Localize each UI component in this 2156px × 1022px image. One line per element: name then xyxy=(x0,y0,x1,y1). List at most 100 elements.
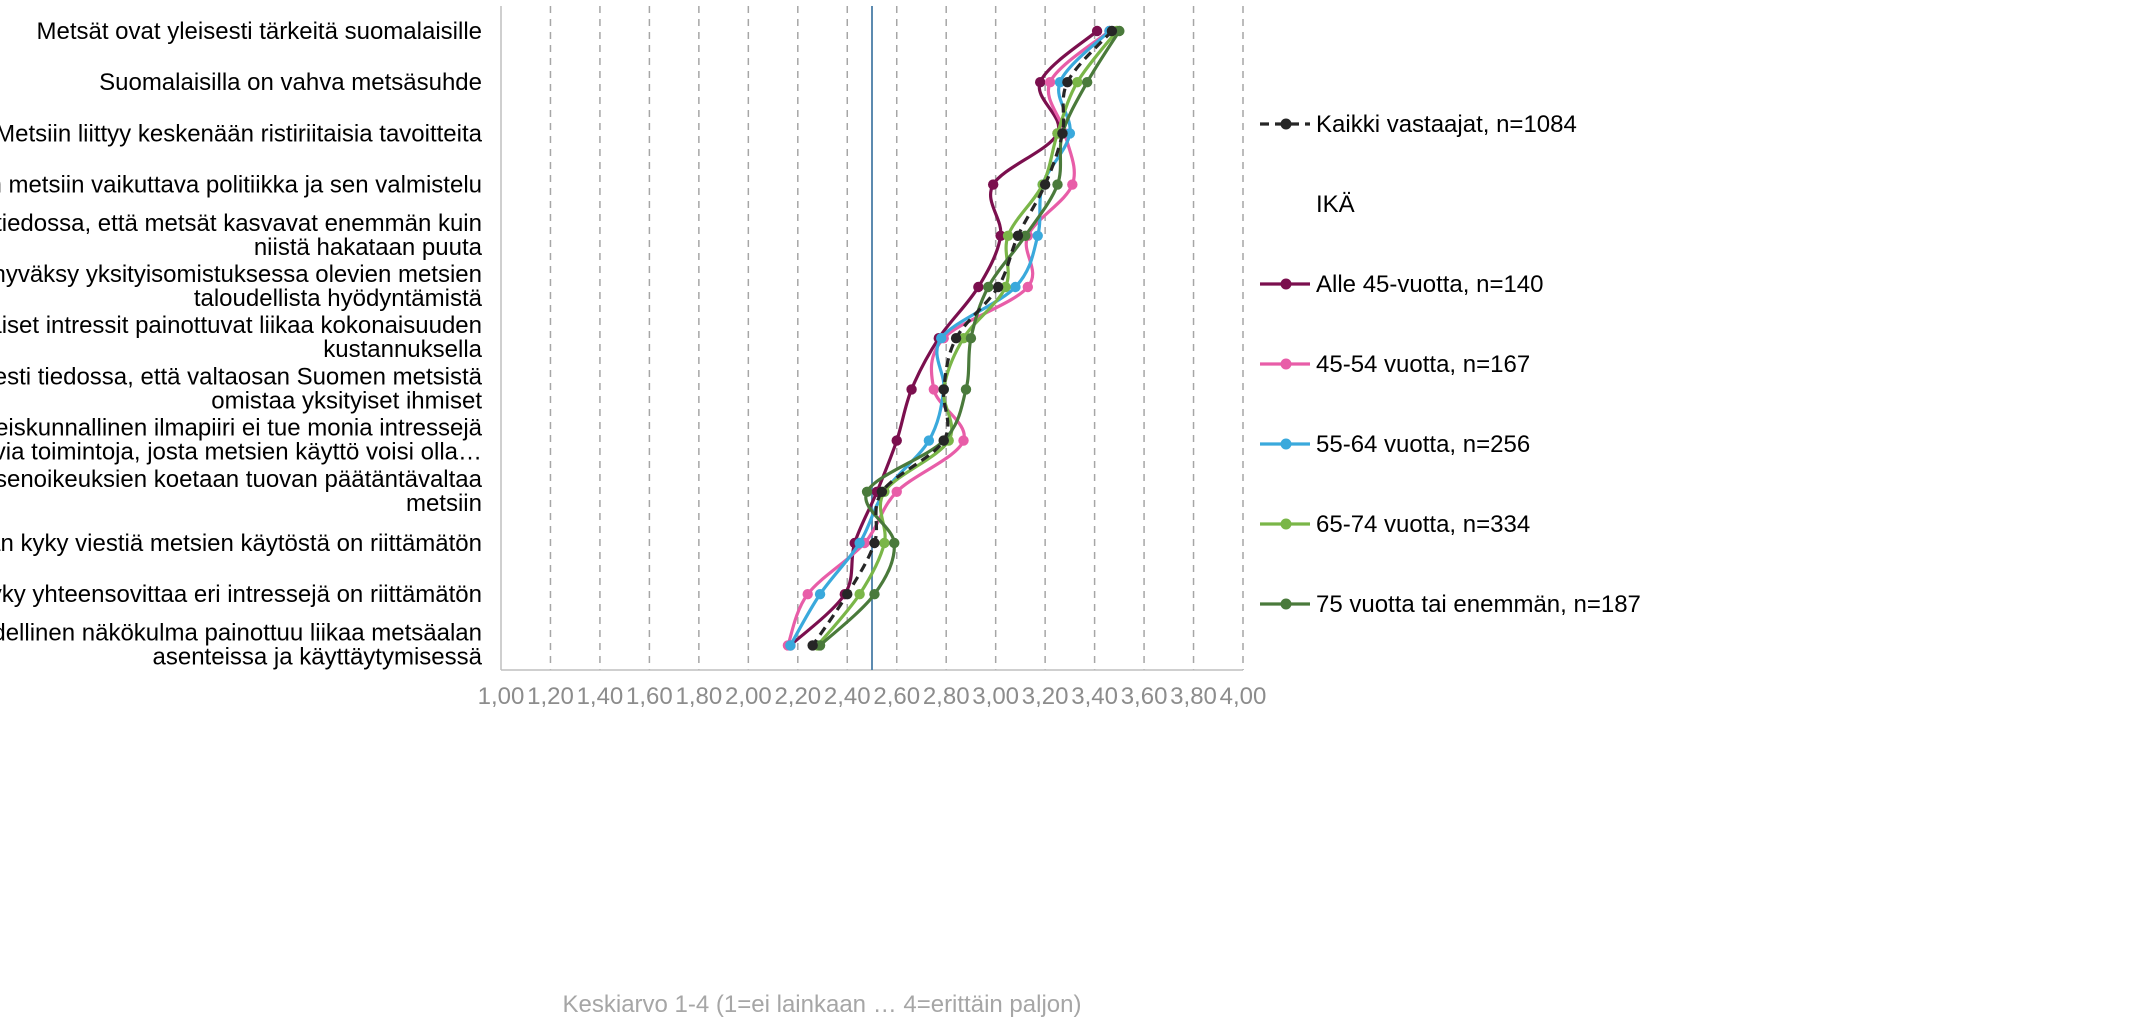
data-point xyxy=(958,435,969,446)
data-point xyxy=(923,435,935,446)
x-tick-label: 4,00 xyxy=(1220,683,1267,710)
x-tick-label: 1,00 xyxy=(478,683,525,710)
data-point xyxy=(1012,230,1024,241)
data-point xyxy=(1054,77,1066,88)
category-label: Metsiin liittyy keskenään ristiriitaisia… xyxy=(0,120,483,147)
category-label: Nykyinen yhteiskunnallinen ilmapiiri ei … xyxy=(0,415,483,466)
legend-label: 45-54 vuotta, n=167 xyxy=(1316,351,1530,378)
data-point xyxy=(1062,77,1073,88)
legend-label: 75 vuotta tai enemmän, n=187 xyxy=(1316,591,1641,618)
category-label-line: asenteissa ja käyttäytymisessä xyxy=(153,643,483,670)
legend: Kaikki vastaajat, n=1084 Alle 45-vuotta, … xyxy=(1260,111,1641,618)
x-tick-label: 3,00 xyxy=(972,683,1019,710)
data-point xyxy=(876,486,888,497)
category-label: Suomalaisilla on vahva metsäsuhde xyxy=(99,69,482,96)
category-label: EU:n metsiin vaikuttava politiikka ja se… xyxy=(0,172,482,199)
x-tick-label: 1,60 xyxy=(626,683,673,710)
legend-marker xyxy=(1280,278,1292,290)
category-label-line: kustannuksella xyxy=(323,336,482,363)
legend-marker xyxy=(1280,598,1292,610)
data-point xyxy=(889,537,900,549)
legend-item: Alle 45-vuotta, n=140 xyxy=(1260,271,1544,298)
data-point xyxy=(879,537,890,549)
data-point xyxy=(1032,230,1043,241)
category-label-line: Yksittäiset intressit painottuvat liikaa… xyxy=(0,312,482,339)
data-point xyxy=(785,640,796,651)
legend-item: 65-74 vuotta, n=334 xyxy=(1260,511,1530,538)
category-labels: Metsät ovat yleisesti tärkeitä suomalais… xyxy=(0,18,483,670)
data-point xyxy=(802,589,813,600)
x-tick-label: 2,00 xyxy=(725,683,772,710)
data-point xyxy=(936,333,947,344)
data-point xyxy=(1064,128,1076,139)
grid xyxy=(500,6,1244,671)
x-tick-label: 3,40 xyxy=(1071,683,1118,710)
x-tick-label: 1,80 xyxy=(676,683,723,710)
x-tick-label: 2,20 xyxy=(774,683,821,710)
category-label-line: Laajojen jokaisenoikeuksien koetaan tuov… xyxy=(0,466,483,493)
data-point xyxy=(1039,179,1051,190)
x-tick-label: 3,60 xyxy=(1121,683,1168,710)
data-point xyxy=(995,230,1006,241)
legend-item: 45-54 vuotta, n=167 xyxy=(1260,351,1530,378)
x-tick-label: 3,20 xyxy=(1022,683,1069,710)
data-point xyxy=(1000,281,1011,293)
category-label: Kaikki eivät hyväksy yksityisomistuksess… xyxy=(0,261,483,312)
data-point xyxy=(814,640,826,651)
legend-heading: IKÄ xyxy=(1316,191,1355,218)
category-label-line: taloudellista hyödyntämistä xyxy=(194,285,483,312)
data-point xyxy=(958,333,969,344)
x-axis-title: Keskiarvo 1-4 (1=ei lainkaan … 4=erittäi… xyxy=(563,991,1082,1018)
category-label-line: niistä hakataan puuta xyxy=(254,234,483,261)
series-lines xyxy=(782,25,1125,651)
data-point xyxy=(869,537,880,549)
legend-label: Kaikki vastaajat, n=1084 xyxy=(1316,111,1577,138)
category-label-line: Ei ole yleisesti tiedossa, että valtaosa… xyxy=(0,363,483,390)
data-point xyxy=(1052,179,1063,190)
category-label: Ei ole yleisesti tiedossa, että metsät k… xyxy=(0,210,483,261)
legend-label: 55-64 vuotta, n=256 xyxy=(1316,431,1530,458)
data-point xyxy=(960,384,972,395)
category-label: Laajojen jokaisenoikeuksien koetaan tuov… xyxy=(0,466,483,517)
data-point xyxy=(965,333,977,344)
category-label: Metsäalan kyky yhteensovittaa eri intres… xyxy=(0,581,482,608)
data-point xyxy=(807,640,818,651)
data-point xyxy=(854,537,865,549)
category-label-line: Nykyinen yhteiskunnallinen ilmapiiri ei … xyxy=(0,415,483,442)
x-tick-label: 2,40 xyxy=(824,683,871,710)
data-point xyxy=(1091,25,1103,37)
data-point xyxy=(938,384,949,395)
data-point xyxy=(983,281,994,293)
legend-marker xyxy=(1280,518,1292,530)
legend-marker xyxy=(1280,358,1292,370)
data-point xyxy=(1072,77,1083,88)
legend-label: 65-74 vuotta, n=334 xyxy=(1316,511,1530,538)
category-label: Ei ole yleisesti tiedossa, että valtaosa… xyxy=(0,363,483,414)
legend-item: 75 vuotta tai enemmän, n=187 xyxy=(1260,591,1641,618)
legend-marker xyxy=(1280,118,1292,130)
series-1 xyxy=(807,25,1118,651)
data-point xyxy=(869,589,880,600)
x-tick-label: 1,40 xyxy=(577,683,624,710)
data-point xyxy=(1106,25,1118,37)
category-label: Metsäalan kyky viestiä metsien käytöstä … xyxy=(0,530,482,557)
data-point xyxy=(906,384,917,395)
data-point xyxy=(928,384,940,395)
data-point xyxy=(814,589,826,600)
category-label-line: yhteensovittavia toimintoja, josta metsi… xyxy=(0,439,482,466)
data-point xyxy=(1044,77,1056,88)
data-point xyxy=(1081,77,1093,88)
series-6 xyxy=(814,25,1125,651)
data-point xyxy=(1067,179,1078,190)
data-point xyxy=(987,179,999,190)
x-tick-label: 2,60 xyxy=(873,683,920,710)
legend-marker xyxy=(1280,438,1292,450)
data-point xyxy=(1057,128,1068,139)
data-point xyxy=(1034,77,1046,88)
category-label: Yksittäiset intressit painottuvat liikaa… xyxy=(0,312,483,363)
legend-item: Kaikki vastaajat, n=1084 xyxy=(1260,111,1577,138)
data-point xyxy=(891,435,902,446)
data-point xyxy=(950,333,962,344)
